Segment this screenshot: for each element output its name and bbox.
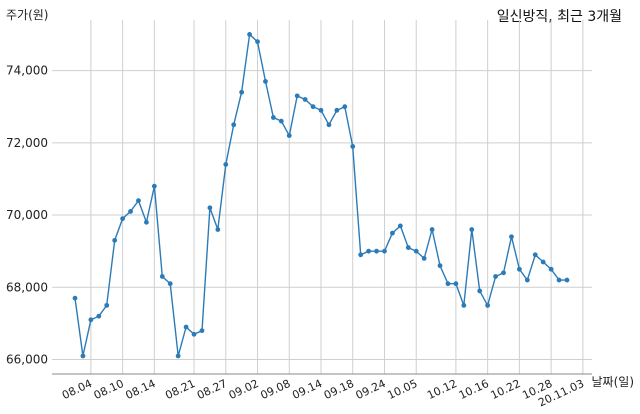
data-point bbox=[278, 118, 284, 124]
y-tick-label: 74,000 bbox=[6, 64, 48, 78]
data-point bbox=[80, 353, 86, 359]
x-tick-label: 08.14 bbox=[124, 377, 158, 402]
data-point bbox=[437, 263, 443, 269]
data-point bbox=[175, 353, 181, 359]
x-tick-label: 08.21 bbox=[163, 377, 197, 402]
data-point bbox=[88, 317, 94, 323]
x-tick-label: 09.08 bbox=[258, 377, 292, 402]
data-point bbox=[374, 248, 379, 254]
data-point bbox=[461, 302, 467, 308]
data-point bbox=[548, 266, 554, 272]
data-point bbox=[326, 122, 332, 128]
y-axis-label: 주가(원) bbox=[6, 8, 49, 22]
data-point bbox=[302, 97, 308, 102]
x-tick-label: 09.24 bbox=[354, 377, 388, 402]
data-point bbox=[318, 107, 324, 113]
data-point bbox=[120, 216, 126, 222]
data-point bbox=[453, 281, 459, 287]
data-point bbox=[366, 248, 372, 254]
data-point bbox=[199, 328, 205, 334]
x-tick-label: 10.16 bbox=[457, 377, 491, 402]
y-tick-label: 68,000 bbox=[6, 280, 48, 294]
data-point bbox=[144, 219, 149, 225]
data-point bbox=[445, 281, 451, 287]
data-point bbox=[342, 104, 348, 110]
data-point bbox=[270, 115, 276, 120]
y-tick-label: 72,000 bbox=[6, 136, 48, 150]
x-tick-label: 10.12 bbox=[425, 377, 459, 402]
data-point bbox=[390, 230, 395, 236]
data-point bbox=[96, 313, 102, 319]
data-point bbox=[421, 256, 427, 261]
data-point bbox=[405, 245, 411, 250]
data-point bbox=[516, 266, 522, 272]
data-point bbox=[485, 302, 491, 308]
data-point bbox=[501, 270, 506, 276]
data-point bbox=[128, 209, 133, 214]
data-point bbox=[255, 39, 260, 45]
data-point bbox=[104, 302, 110, 308]
data-point bbox=[112, 237, 118, 243]
y-tick-label: 70,000 bbox=[6, 208, 48, 222]
data-point bbox=[72, 295, 78, 301]
x-tick-label: 10.05 bbox=[385, 377, 419, 402]
data-point bbox=[564, 277, 570, 283]
data-point bbox=[469, 227, 475, 232]
data-point bbox=[429, 227, 435, 232]
x-tick-label: 09.02 bbox=[227, 377, 261, 402]
x-tick-label: 10.22 bbox=[489, 377, 523, 402]
data-point bbox=[358, 252, 364, 258]
data-point bbox=[532, 252, 538, 258]
data-point bbox=[159, 274, 165, 279]
data-point bbox=[540, 259, 546, 265]
data-point bbox=[294, 93, 300, 99]
x-axis-label: 날짜(일) bbox=[591, 375, 634, 389]
data-point bbox=[231, 122, 237, 128]
data-point bbox=[191, 331, 197, 337]
x-tick-label: 09.14 bbox=[290, 377, 324, 402]
data-point bbox=[477, 288, 483, 294]
chart-title: 일신방직, 최근 3개월 bbox=[496, 9, 622, 25]
data-point bbox=[239, 89, 245, 95]
data-point bbox=[207, 205, 213, 211]
data-point bbox=[136, 198, 141, 204]
x-tick-label: 08.04 bbox=[60, 377, 94, 402]
data-point bbox=[286, 133, 292, 138]
data-point bbox=[263, 79, 268, 84]
x-tick-label: 09.18 bbox=[322, 377, 356, 402]
data-point bbox=[167, 281, 173, 287]
data-point bbox=[350, 144, 356, 149]
x-tick-label: 08.10 bbox=[92, 377, 126, 402]
data-point bbox=[183, 324, 189, 330]
x-tick-label: 08.27 bbox=[195, 377, 229, 402]
data-point bbox=[215, 227, 221, 232]
data-point bbox=[493, 274, 498, 279]
data-point bbox=[247, 32, 252, 37]
data-point bbox=[151, 183, 157, 189]
data-point bbox=[334, 107, 340, 113]
y-tick-label: 66,000 bbox=[6, 353, 48, 367]
data-point bbox=[382, 248, 387, 254]
data-point bbox=[413, 248, 419, 254]
data-point bbox=[223, 162, 229, 167]
data-point bbox=[524, 277, 530, 283]
data-point bbox=[310, 104, 316, 110]
data-point bbox=[556, 277, 562, 283]
data-point bbox=[509, 234, 514, 240]
data-point bbox=[397, 223, 403, 229]
